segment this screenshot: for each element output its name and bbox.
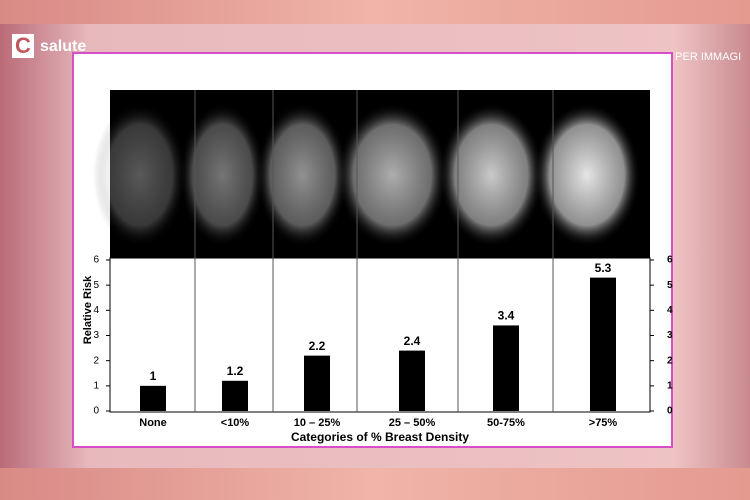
x-tick-label: 50-75% [487,417,525,429]
y-tick-label: 3 [93,330,99,341]
mammogram-image [439,103,544,247]
mammogram-image [93,103,187,247]
bar [493,325,519,411]
data-label: 2.2 [309,339,326,353]
y-tick-label: 6 [93,255,99,266]
mammogram-image [256,103,349,247]
brand: salute [40,38,86,55]
bar [140,385,166,411]
bar [590,277,616,411]
mammogram-image [179,103,266,247]
y-axis-label: Relative Risk [82,275,94,344]
mammogram-image [336,103,448,247]
y-tick-label: 0 [93,406,99,417]
x-tick-label: <10% [221,417,250,429]
data-label: 5.3 [595,261,612,275]
data-label: 2.4 [404,334,421,348]
bar [399,350,425,411]
y-tick-label: 5 [93,280,99,291]
y2-tick-label: 4 [667,305,673,316]
y2-tick-label: 0 [667,406,673,417]
y-tick-label: 4 [93,305,99,316]
data-label: 1 [150,369,157,383]
x-tick-label: None [139,417,167,429]
y2-tick-label: 3 [667,330,673,341]
y2-tick-label: 1 [667,380,673,391]
y2-tick-label: 5 [667,280,673,291]
bar [222,380,248,411]
x-tick-label: >75% [589,417,618,429]
bar [304,355,330,411]
x-axis-label: Categories of % Breast Density [291,430,469,444]
y-tick-label: 1 [93,380,99,391]
y2-tick-label: 6 [667,255,673,266]
y2-tick-label: 2 [667,355,673,366]
mammogram-image [533,103,641,247]
x-tick-label: 10 – 25% [294,417,341,429]
data-label: 1.2 [227,364,244,378]
y-tick-label: 2 [93,355,99,366]
data-label: 3.4 [498,309,515,323]
x-tick-label: 25 – 50% [389,417,436,429]
logo-letter: C [15,33,31,58]
logo [12,34,34,58]
